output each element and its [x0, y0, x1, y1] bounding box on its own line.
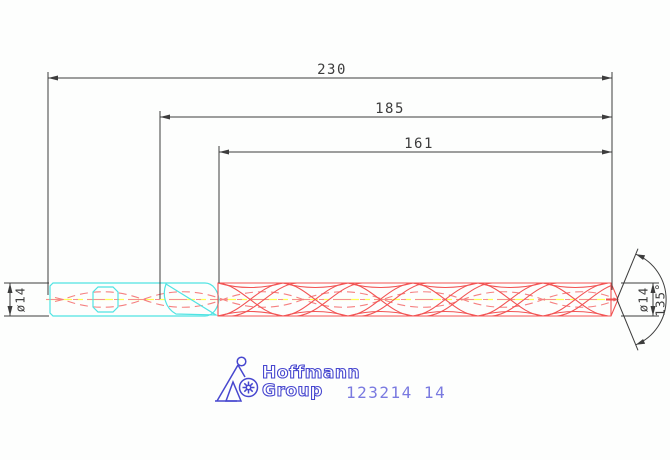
- dim-flute-length-label: 161: [404, 136, 434, 152]
- dim-nominal-diameter-label: ø14: [636, 287, 651, 313]
- brand-name-line2: Group: [262, 381, 323, 401]
- dim-flute-length-incl-runout-label: 185: [375, 101, 405, 117]
- brand-logo: Hoffmann Group 123214 14: [215, 356, 446, 402]
- dim-point-angle-label: 135°: [653, 282, 668, 316]
- drill-flutes: [217, 282, 619, 317]
- dimension-flute-length-incl-runout: 185: [159, 101, 612, 299]
- dimension-flute-length: 161: [218, 136, 612, 283]
- drill-shank: [49, 282, 220, 317]
- part-number: 123214 14: [346, 383, 446, 402]
- dimension-nominal-diameter: ø14: [621, 282, 659, 317]
- flute-runout-wedge: [163, 283, 219, 316]
- dimension-overall-length: 230: [47, 62, 613, 295]
- brand-name-line1: Hoffmann: [262, 363, 360, 383]
- dimension-point-angle: 135°: [616, 248, 668, 351]
- dimension-shank-diameter: ø14: [4, 282, 49, 317]
- hoffmann-group-logo-icon: [215, 356, 259, 402]
- shank-collar-feature: [92, 286, 119, 313]
- dim-overall-length-label: 230: [317, 62, 347, 78]
- gear-icon: [242, 381, 255, 394]
- flute-spiral-pattern: [218, 282, 619, 317]
- dim-shank-diameter-label: ø14: [13, 287, 28, 313]
- coolant-channel-lines: [54, 291, 618, 308]
